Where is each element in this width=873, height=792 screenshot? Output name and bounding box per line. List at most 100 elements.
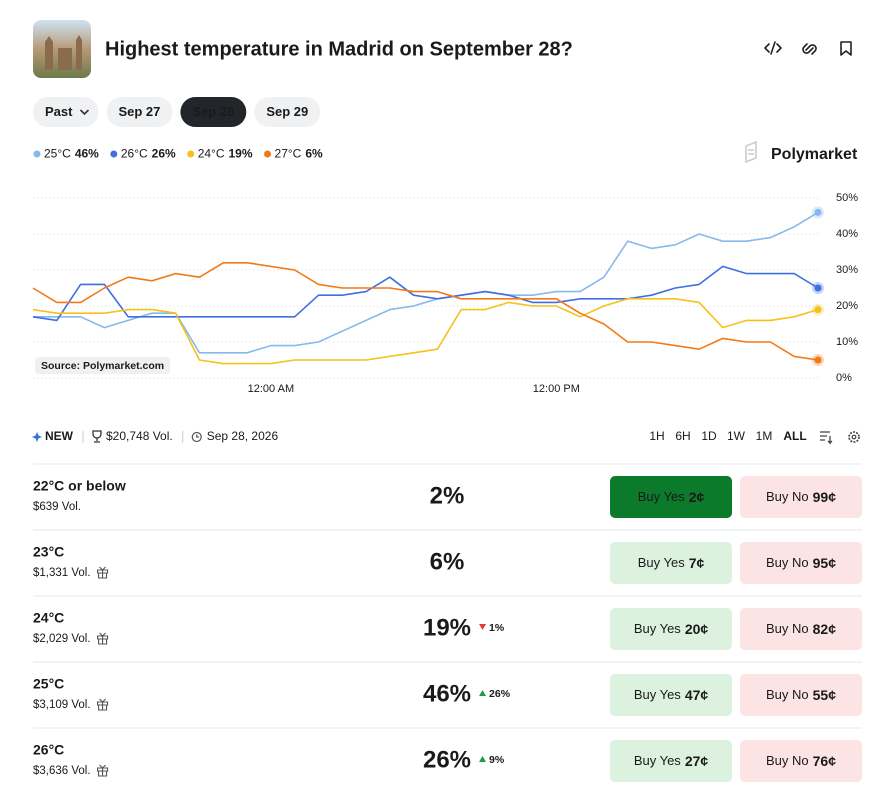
buy-yes-label: Buy Yes 20¢ [634,621,709,637]
buy-no-text: Buy No [766,555,809,570]
range-option[interactable]: 1M [756,429,773,443]
buy-no-bg [740,476,862,518]
change-arrow [479,756,487,762]
outcome-name: 24°C [33,610,64,626]
buy-yes-price: 2¢ [689,489,705,505]
outcome-name: 22°C or below [33,478,126,494]
tab-background [180,97,247,127]
tab-label: Past [45,104,73,119]
outcome-volume: $1,331 Vol. [33,567,91,579]
trophy-icon [92,430,102,443]
buy-yes-bg [610,608,732,650]
legend-value: 19% [229,147,253,161]
y-tick-label: 20% [836,300,858,312]
end-date: Sep 28, 2026 [207,429,279,443]
settings-hub [851,434,857,440]
series-line [32,262,819,361]
buy-yes-button[interactable]: Buy Yes 47¢ [610,674,732,716]
buy-no-label: Buy No 55¢ [766,687,836,703]
buy-no-price: 99¢ [813,489,837,505]
total-volume: $20,748 Vol. [106,429,173,443]
market-title: Highest temperature in Madrid on Septemb… [105,38,573,60]
legend-name: 26°C [121,147,148,161]
buy-yes-button[interactable]: Buy Yes 20¢ [610,608,732,650]
series-line [33,211,819,354]
source-badge [35,357,171,374]
clock-icon [191,431,202,443]
change-arrow [479,690,487,696]
buy-no-button[interactable]: Buy No 95¢ [740,542,862,584]
buy-no-button[interactable]: Buy No 82¢ [740,608,862,650]
legend-name: 24°C [198,147,225,161]
date-tab[interactable]: Sep 28 [180,97,247,127]
date-tab[interactable]: Sep 27 [106,97,173,127]
outcome-volume: $2,029 Vol. [33,633,91,645]
buy-yes-label: Buy Yes 7¢ [638,555,705,571]
buy-no-price: 55¢ [813,687,837,703]
legend-value: 6% [305,147,323,161]
range-option[interactable]: 1H [649,429,664,443]
gift-icon [97,698,109,711]
source-label: Source: Polymarket.com [41,360,164,372]
buy-yes-button[interactable]: Buy Yes 7¢ [610,542,732,584]
date-tab[interactable]: Past [33,97,99,127]
legend-name: 25°C [44,147,71,161]
embed-icon[interactable] [764,41,782,55]
buy-yes-button[interactable]: Buy Yes 27¢ [610,740,732,782]
end-point [814,356,822,364]
x-tick-label: 12:00 PM [533,383,580,395]
buy-no-bg [740,608,862,650]
bookmark-icon[interactable] [840,41,852,56]
buy-yes-label: Buy Yes 47¢ [634,687,709,703]
buy-yes-price: 7¢ [689,555,705,571]
buy-yes-price: 27¢ [685,753,709,769]
outcome-volume: $639 Vol. [33,501,81,513]
buy-no-button[interactable]: Buy No 76¢ [740,740,862,782]
buy-no-price: 95¢ [813,555,837,571]
settings-icon[interactable] [848,431,860,443]
image-building [45,35,82,70]
change-value: 1% [489,622,505,634]
x-tick-label: 12:00 AM [248,383,294,395]
series-line [32,265,819,322]
tab-label: Sep 27 [118,104,160,119]
watermark: Polymarket [745,140,858,163]
end-point [814,208,822,216]
buy-no-label: Buy No 82¢ [766,621,836,637]
range-option[interactable]: 1W [727,429,746,443]
buy-yes-bg [610,476,732,518]
range-option[interactable]: 1D [701,429,717,443]
range-option[interactable]: 6H [675,429,690,443]
gift-icon [97,632,109,645]
tab-label: Sep 29 [266,104,308,119]
y-tick-label: 50% [836,192,858,204]
buy-no-label: Buy No 76¢ [766,753,836,769]
sort-icon[interactable] [820,431,833,445]
tab-background [33,97,99,127]
buy-yes-button[interactable]: Buy Yes 2¢ [610,476,732,518]
buy-yes-text: Buy Yes [634,621,681,636]
y-tick-label: 10% [836,336,858,348]
end-point [814,306,822,314]
outcome-volume: $3,636 Vol. [33,765,91,777]
outcome-chance: 46% [423,680,471,707]
buy-no-button[interactable]: Buy No 55¢ [740,674,862,716]
buy-yes-bg [610,542,732,584]
date-tab[interactable]: Sep 29 [254,97,321,127]
buy-no-bg [740,740,862,782]
buy-no-button[interactable]: Buy No 99¢ [740,476,862,518]
tab-background [254,97,321,127]
outcome-chance: 2% [430,482,465,509]
buy-no-price: 82¢ [813,621,837,637]
new-badge: NEW [45,429,74,443]
buy-yes-text: Buy Yes [638,555,685,570]
buy-yes-price: 47¢ [685,687,709,703]
buy-no-text: Buy No [766,753,809,768]
buy-no-bg [740,542,862,584]
tab-background [106,97,173,127]
legend-dot [187,150,195,158]
range-option[interactable]: ALL [783,429,806,443]
buy-yes-bg [610,674,732,716]
link-icon[interactable] [802,43,817,55]
gift-icon [97,764,109,777]
